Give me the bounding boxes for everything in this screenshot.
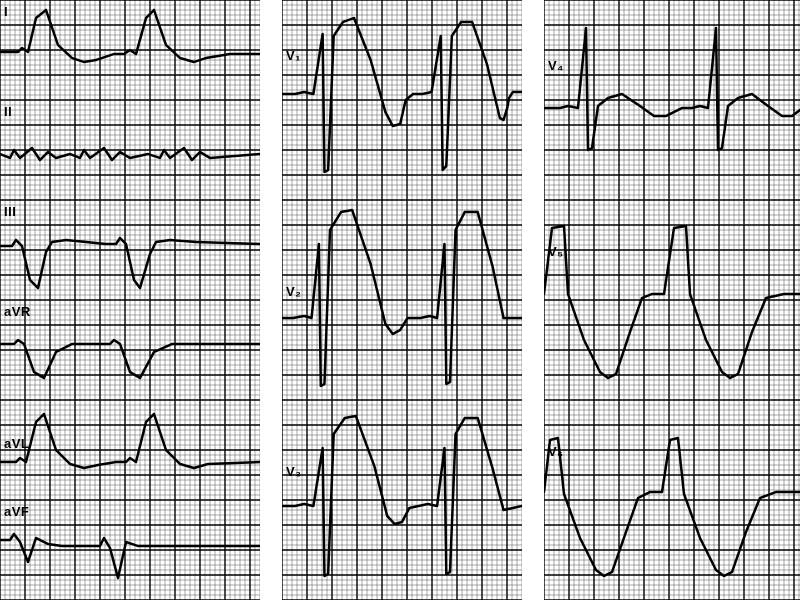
ecg-panel-v: V₁ xyxy=(282,0,522,200)
ecg-panel-iii: III xyxy=(0,200,260,300)
ecg-column-chest-b: V₄V₅V₆ xyxy=(544,0,800,600)
ecg-column-chest-a: V₁V₂V₃ xyxy=(282,0,522,600)
ecg-panel-ii: II xyxy=(0,100,260,200)
ecg-panel-v: V₂ xyxy=(282,200,522,400)
ecg-panel-avf: aVF xyxy=(0,500,260,600)
ecg-trace xyxy=(544,438,800,576)
ecg-panel-v: V₃ xyxy=(282,400,522,600)
ecg-column-limb: IIIIIIaVRaVLaVF xyxy=(0,0,260,600)
ecg-12-lead-figure: IIIIIIaVRaVLaVFV₁V₂V₃V₄V₅V₆ xyxy=(0,0,800,600)
ecg-trace xyxy=(544,28,800,150)
ecg-panel-v: V₄ xyxy=(544,0,800,200)
column-gap xyxy=(260,0,282,600)
column-gap xyxy=(522,0,544,600)
ecg-panel-i: I xyxy=(0,0,260,100)
ecg-panel-v: V₅ xyxy=(544,200,800,400)
ecg-panel-avl: aVL xyxy=(0,400,260,500)
ecg-panel-v: V₆ xyxy=(544,400,800,600)
ecg-panel-avr: aVR xyxy=(0,300,260,400)
